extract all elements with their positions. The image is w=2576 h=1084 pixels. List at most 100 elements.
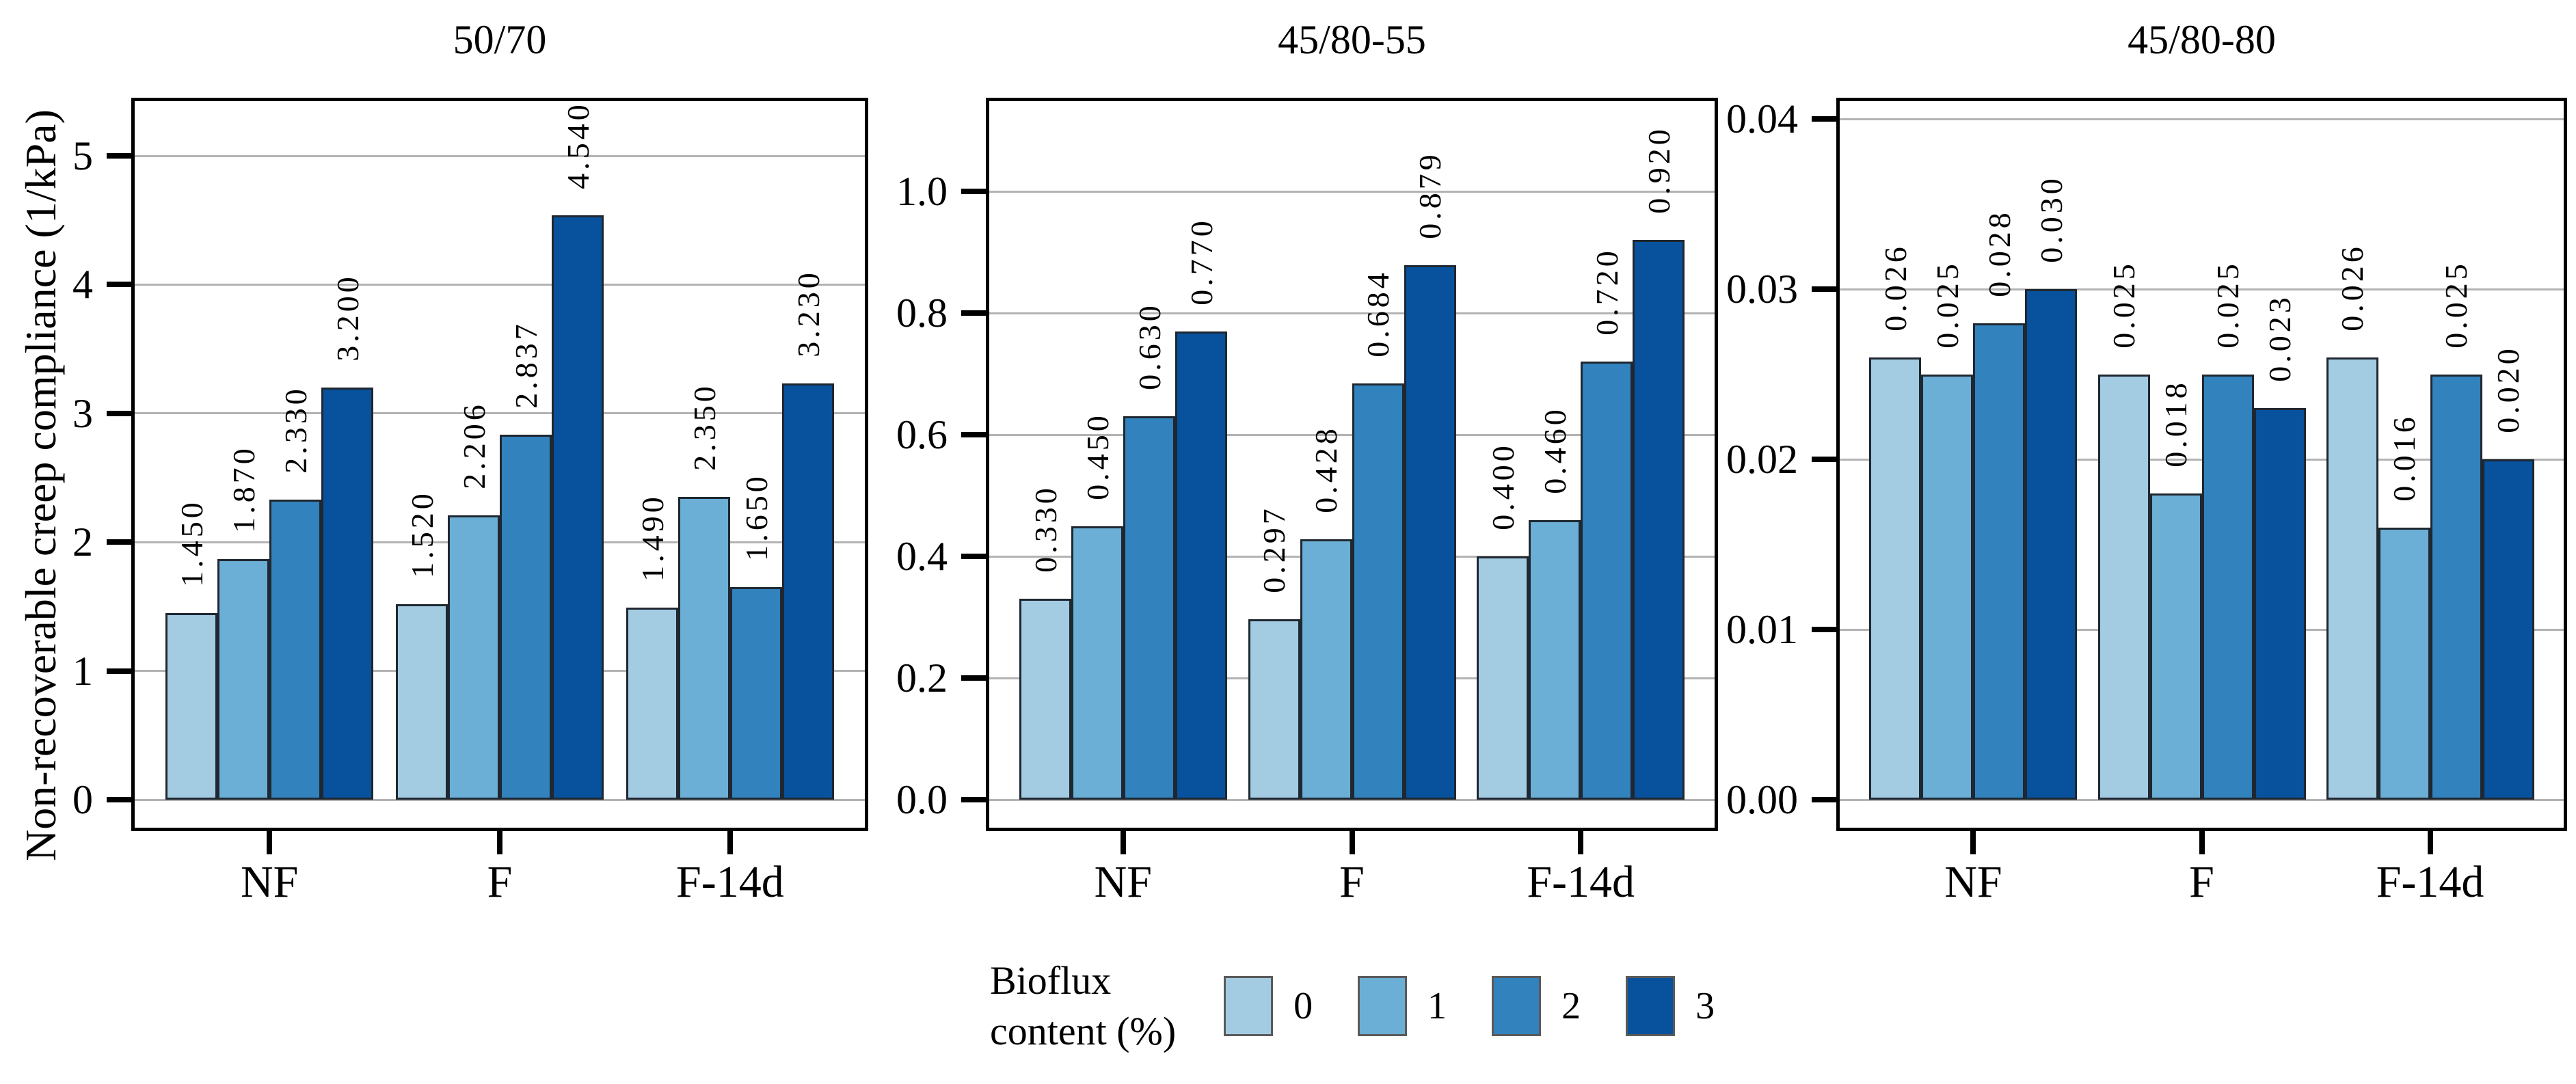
bar-value-label-text: 2.350 [686, 383, 722, 472]
bar-F-bioflux-2 [500, 434, 552, 800]
bar-value-label: 0.025 [2098, 248, 2150, 361]
panel-title: 45/80-55 [1278, 17, 1426, 62]
bar-value-label-text: 0.026 [2335, 243, 2370, 331]
y-tick-mark [961, 189, 986, 194]
bar-F-14d-bioflux-0 [1477, 556, 1529, 800]
bar-F-bioflux-3 [2253, 408, 2306, 800]
x-tick-label: NF [1944, 857, 2002, 907]
bar-value-label-text: 2.206 [456, 401, 492, 490]
bar-NF-bioflux-0 [1869, 357, 1922, 800]
bar-value-label-text: 0.770 [1183, 217, 1219, 306]
x-tick-mark [1970, 831, 1976, 854]
bar-F-14d-bioflux-1 [1529, 519, 1581, 800]
bar-F-bioflux-0 [396, 604, 448, 800]
bar-F-14d-bioflux-1 [2378, 527, 2430, 800]
bar-NF-bioflux-3 [1175, 331, 1227, 800]
y-tick-label: 4 [72, 262, 93, 308]
y-tick-label: 1 [72, 648, 93, 694]
bar-value-label-text: 0.400 [1485, 442, 1520, 530]
gridline [989, 190, 1715, 193]
bar-F-bioflux-2 [2201, 374, 2254, 800]
bar-value-label-text: 0.450 [1079, 411, 1115, 500]
bar-value-label-text: 0.018 [2158, 379, 2193, 468]
y-tick-label: 0.2 [896, 655, 948, 701]
bar-value-label: 0.879 [1404, 139, 1456, 252]
bar-value-label: 1.650 [730, 461, 782, 573]
x-tick-mark [727, 831, 733, 854]
legend-item-bioflux-3: 3 [1626, 976, 1715, 1037]
bar-NF-bioflux-2 [269, 500, 322, 800]
y-tick-label: 5 [72, 133, 93, 178]
bar-F-bioflux-0 [1248, 619, 1300, 800]
legend-item-label: 2 [1561, 985, 1581, 1028]
bar-value-label: 0.030 [2025, 163, 2077, 275]
gridline [1840, 288, 2564, 290]
bar-value-label: 3.200 [321, 261, 373, 374]
bar-value-label: 1.870 [217, 433, 269, 545]
x-tick-label: F [2189, 857, 2214, 907]
bar-value-label: 0.026 [2326, 231, 2378, 344]
bar-F-bioflux-0 [2097, 374, 2150, 800]
bar-F-14d-bioflux-3 [2482, 459, 2534, 800]
y-tick-mark [107, 668, 131, 674]
legend-swatch [1358, 976, 1408, 1037]
y-tick-mark [107, 410, 131, 416]
bar-value-label-text: 0.016 [2387, 413, 2422, 502]
bar-value-label-text: 0.025 [2439, 260, 2474, 349]
bar-value-label-text: 0.330 [1028, 485, 1063, 573]
bar-value-label: 1.520 [396, 478, 448, 591]
bar-F-14d-bioflux-3 [781, 383, 834, 800]
bar-value-label-text: 0.025 [1929, 260, 1965, 349]
bar-F-bioflux-1 [448, 515, 500, 800]
bar-value-label: 0.330 [1019, 472, 1071, 585]
y-tick-mark [961, 432, 986, 437]
legend-item-bioflux-1: 1 [1358, 976, 1447, 1037]
gridline [1840, 118, 2564, 120]
x-tick-label: F-14d [1527, 857, 1635, 907]
gridline [135, 798, 865, 801]
bar-value-label: 0.018 [2150, 367, 2202, 480]
y-tick-label: 0 [72, 777, 93, 822]
bar-value-label-text: 1.650 [738, 473, 774, 561]
bar-value-label: 0.450 [1071, 400, 1123, 513]
bar-value-label-text: 1.870 [226, 444, 261, 533]
legend-title-line1: Bioflux [990, 958, 1112, 1003]
panel-title: 50/70 [453, 17, 547, 62]
y-tick-mark [1812, 457, 1836, 462]
bar-value-label-text: 1.450 [174, 499, 209, 587]
legend-item-bioflux-2: 2 [1492, 976, 1581, 1037]
gridline [989, 312, 1715, 314]
y-tick-mark [961, 797, 986, 802]
gridline [135, 283, 865, 286]
bar-NF-bioflux-3 [321, 388, 374, 800]
bar-value-label: 2.837 [500, 308, 552, 421]
legend-title-line2: content (%) [990, 1009, 1177, 1054]
bar-value-label: 0.025 [2430, 248, 2482, 361]
bar-value-label: 0.028 [1973, 197, 2025, 310]
bar-value-label-text: 2.837 [508, 320, 544, 409]
legend-swatch [1492, 976, 1542, 1037]
y-tick-mark [961, 554, 986, 559]
x-tick-mark [497, 831, 502, 854]
bar-F-14d-bioflux-1 [677, 497, 730, 800]
x-tick-label: F [1339, 857, 1365, 907]
y-tick-label: 2 [72, 519, 93, 565]
legend-item-label: 1 [1427, 985, 1447, 1028]
bar-value-label: 4.540 [552, 89, 604, 202]
gridline [135, 154, 865, 157]
y-tick-label: 0.01 [1726, 607, 1798, 652]
bar-F-14d-bioflux-0 [2326, 357, 2378, 800]
bar-value-label-text: 0.428 [1309, 425, 1343, 513]
y-tick-mark [107, 797, 131, 802]
x-tick-mark [1349, 831, 1355, 854]
bar-value-label-text: 3.200 [330, 273, 365, 362]
bar-value-label: 0.460 [1529, 394, 1581, 506]
bar-value-label-text: 0.028 [1981, 209, 2017, 297]
bar-value-label-text: 0.720 [1589, 247, 1624, 336]
bar-F-bioflux-2 [1352, 383, 1404, 800]
bar-F-14d-bioflux-2 [729, 587, 782, 800]
bar-NF-bioflux-0 [1019, 599, 1071, 800]
bar-value-label-text: 1.520 [404, 489, 440, 578]
bar-value-label: 2.330 [269, 373, 321, 486]
bar-value-label: 0.025 [2202, 248, 2254, 361]
